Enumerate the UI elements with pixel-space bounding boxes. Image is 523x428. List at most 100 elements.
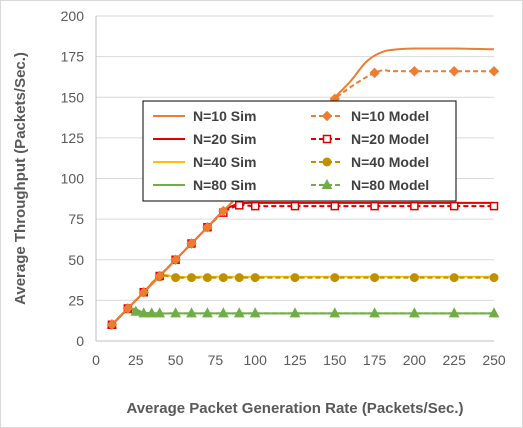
data-point [330, 201, 340, 211]
data-point [250, 201, 260, 211]
x-tick-label: 175 [363, 352, 387, 368]
data-point [186, 307, 197, 318]
legend-item: N=10 Model [311, 108, 429, 124]
data-point [146, 307, 158, 318]
legend-label: N=10 Model [351, 108, 429, 124]
legend-item: N=40 Sim [153, 154, 256, 170]
data-point [170, 254, 181, 265]
data-point [170, 307, 181, 318]
series-n-80-model [106, 303, 500, 329]
data-point [250, 273, 260, 283]
data-point [448, 307, 460, 318]
data-point [218, 307, 229, 318]
data-point [330, 273, 340, 283]
y-tick-label: 0 [76, 333, 84, 349]
legend-label: N=40 Model [351, 154, 429, 170]
data-point [218, 273, 228, 283]
data-point [290, 273, 300, 283]
series-line [111, 201, 494, 326]
data-point [488, 307, 500, 318]
data-point [154, 307, 166, 318]
y-axis-title: Average Throughput (Packets/Sec.) [12, 52, 29, 305]
data-point [106, 319, 118, 330]
data-point [202, 273, 212, 283]
data-point [233, 307, 245, 318]
data-point [409, 307, 420, 318]
x-tick-label: 25 [128, 352, 144, 368]
data-point [249, 307, 261, 318]
y-tick-label: 100 [61, 171, 85, 187]
legend-label: N=10 Sim [193, 108, 256, 124]
x-tick-label: 100 [244, 352, 268, 368]
data-point [410, 201, 419, 211]
data-point [138, 287, 149, 298]
legend-marker [321, 110, 333, 122]
legend-item: N=20 Sim [153, 131, 256, 147]
legend-item: N=40 Model [311, 154, 429, 170]
data-point [370, 273, 380, 283]
data-point [448, 66, 460, 77]
legend-item: N=20 Model [311, 131, 429, 147]
data-point [449, 201, 459, 211]
legend-label: N=20 Model [351, 131, 429, 147]
x-tick-label: 200 [403, 352, 427, 368]
legend-marker [321, 178, 333, 189]
legend-item: N=80 Model [311, 177, 429, 193]
data-point [218, 205, 229, 217]
data-point [202, 222, 213, 233]
legend-label: N=80 Model [351, 177, 429, 193]
data-point [171, 273, 181, 283]
x-axis-title: Average Packet Generation Rate (Packets/… [126, 400, 463, 417]
series-line [111, 203, 494, 326]
legend: N=10 Sim N=10 Model N=20 Sim N=20 Model N=40… [142, 100, 457, 202]
y-tick-label: 175 [61, 49, 85, 65]
data-point [489, 201, 499, 211]
x-tick-label: 75 [208, 352, 224, 368]
x-tick-label: 225 [443, 352, 467, 368]
data-point [187, 273, 197, 283]
legend-marker [322, 134, 332, 144]
data-point [370, 201, 379, 211]
legend-label: N=20 Sim [193, 131, 256, 147]
data-point [409, 273, 419, 283]
data-point [290, 201, 300, 211]
legend-marker [322, 157, 332, 167]
data-point [489, 273, 499, 283]
x-tick-label: 50 [168, 352, 184, 368]
legend-label: N=80 Sim [193, 177, 256, 193]
data-point [234, 273, 244, 283]
data-point [329, 307, 341, 318]
data-point [154, 270, 165, 282]
x-tick-label: 0 [92, 352, 100, 368]
data-point [369, 67, 380, 79]
axes [95, 16, 494, 342]
data-point [138, 307, 150, 318]
data-point [235, 201, 244, 210]
y-tick-label: 200 [61, 8, 85, 24]
series-line [111, 273, 494, 326]
y-tick-label: 50 [68, 252, 84, 268]
data-point [186, 238, 197, 249]
legend-item: N=10 Sim [153, 108, 256, 124]
data-point [409, 66, 420, 77]
y-tick-label: 25 [68, 292, 84, 308]
series-n-80-sim [111, 307, 494, 326]
data-point [122, 303, 134, 314]
x-tick-label: 250 [482, 352, 506, 368]
legend-item: N=80 Sim [153, 177, 256, 193]
data-point [202, 307, 213, 318]
series-line [111, 307, 494, 326]
series-line [111, 307, 494, 326]
series-n-20-model [107, 201, 499, 329]
data-point [130, 305, 142, 316]
series-n-40-sim [111, 273, 494, 326]
data-point [449, 273, 459, 283]
legend-box [142, 100, 457, 202]
tick-labels: 0 25 50 75 100 125 150 175 200 225 250 0 25 50 75 100 12… [61, 8, 506, 368]
data-point [289, 307, 301, 318]
data-point [488, 66, 500, 77]
y-tick-label: 125 [61, 130, 85, 146]
x-tick-label: 150 [323, 352, 347, 368]
